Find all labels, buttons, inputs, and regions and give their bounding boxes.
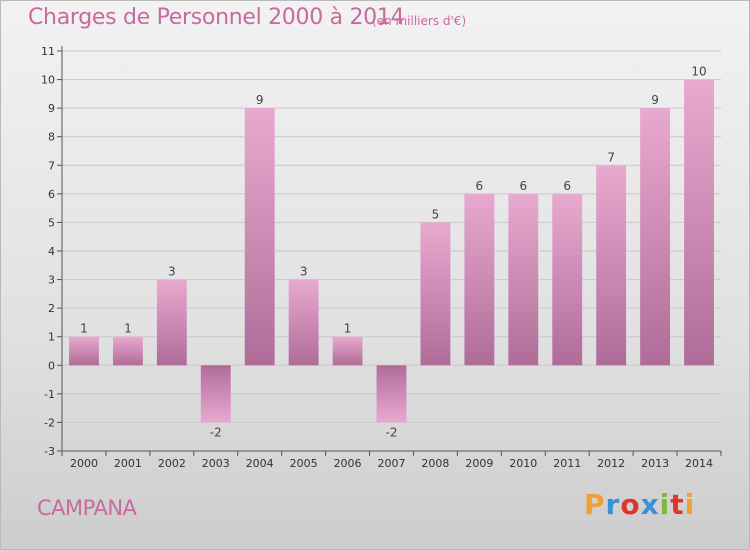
data-label: 1: [124, 322, 132, 336]
x-tick-label: 2006: [334, 457, 362, 470]
x-tick-label: 2007: [378, 457, 406, 470]
x-tick-label: 2008: [421, 457, 449, 470]
bar[interactable]: [640, 108, 671, 366]
data-label: 3: [168, 265, 176, 279]
logo-letter: r: [605, 488, 621, 521]
bar[interactable]: [596, 165, 627, 366]
bar[interactable]: [508, 193, 539, 366]
data-label: 7: [607, 150, 615, 164]
x-tick-label: 2013: [641, 457, 669, 470]
logo-letter: i: [659, 488, 671, 521]
x-tick-label: 2004: [246, 457, 274, 470]
y-tick-label: -1: [44, 388, 55, 401]
bar[interactable]: [69, 336, 99, 366]
bar[interactable]: [156, 279, 187, 366]
logo-letter: P: [584, 488, 606, 521]
bar[interactable]: [464, 193, 495, 366]
data-label: 6: [519, 179, 527, 193]
y-tick-label: 3: [48, 274, 55, 287]
x-tick-label: 2010: [509, 457, 537, 470]
bar[interactable]: [112, 336, 143, 366]
data-label: 3: [300, 265, 308, 279]
bar[interactable]: [244, 108, 275, 366]
logo-letter: i: [684, 488, 696, 521]
x-tick-label: 2012: [597, 457, 625, 470]
x-tick-label: 2001: [114, 457, 142, 470]
y-tick-label: 0: [48, 359, 55, 372]
data-label: 10: [691, 65, 706, 79]
proxiti-logo[interactable]: Proxiti: [584, 488, 695, 521]
data-label: -2: [210, 425, 222, 439]
y-tick-label: 4: [48, 245, 55, 258]
y-tick-label: 2: [48, 302, 55, 315]
x-tick-label: 2014: [685, 457, 713, 470]
bar[interactable]: [552, 193, 583, 366]
y-tick-label: 9: [48, 102, 55, 115]
x-tick-label: 2003: [202, 457, 230, 470]
data-label: 9: [651, 93, 659, 107]
x-tick-label: 2011: [553, 457, 581, 470]
y-tick-label: 1: [48, 331, 55, 344]
logo-letter: t: [670, 488, 685, 521]
y-tick-label: 7: [48, 159, 55, 172]
chart-subtitle: (en milliers d'€): [372, 14, 467, 28]
chart-title: Charges de Personnel 2000 à 2014: [28, 5, 405, 30]
y-tick-label: 10: [41, 74, 55, 87]
bar[interactable]: [376, 365, 407, 423]
data-label: 6: [476, 179, 484, 193]
logo-letter: x: [640, 488, 660, 521]
y-tick-label: 5: [48, 216, 55, 229]
y-tick-label: 6: [48, 188, 55, 201]
bar[interactable]: [288, 279, 319, 366]
x-tick-label: 2002: [158, 457, 186, 470]
x-tick-label: 2009: [465, 457, 493, 470]
data-label: 9: [256, 93, 264, 107]
y-tick-label: 8: [48, 131, 55, 144]
y-tick-label: -3: [44, 445, 55, 458]
bar[interactable]: [332, 336, 363, 366]
y-tick-label: -2: [44, 416, 55, 429]
bar[interactable]: [200, 365, 231, 423]
commune-name: CAMPANA: [37, 496, 137, 520]
data-label: 1: [80, 322, 88, 336]
x-tick-label: 2005: [290, 457, 318, 470]
logo-letter: o: [620, 488, 641, 521]
y-tick-label: 11: [41, 45, 55, 58]
bar[interactable]: [684, 79, 714, 366]
bar[interactable]: [420, 222, 451, 366]
data-label: 1: [344, 322, 352, 336]
data-label: 5: [432, 207, 440, 221]
data-label: -2: [386, 425, 398, 439]
data-label: 6: [563, 179, 571, 193]
x-tick-label: 2000: [70, 457, 98, 470]
